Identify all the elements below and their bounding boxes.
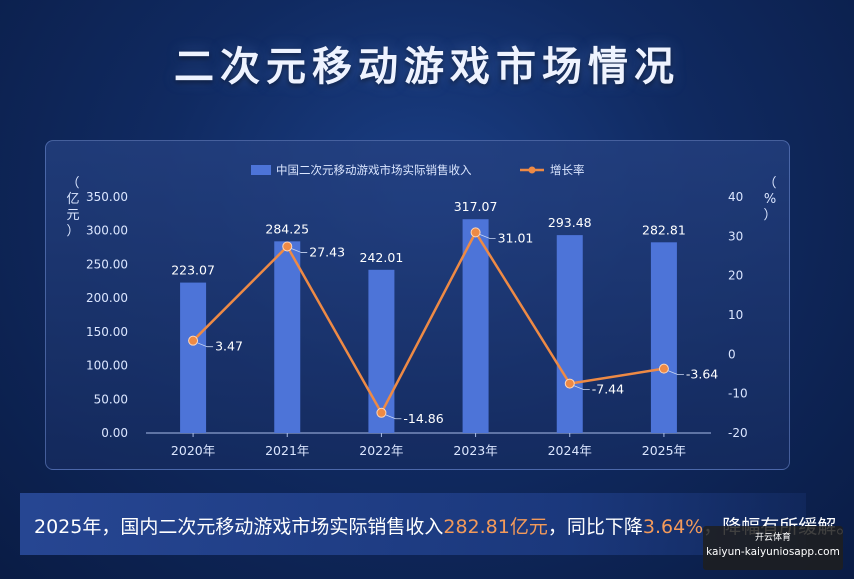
growth-value-label: 31.01	[498, 230, 534, 245]
x-axis-tick-label: 2024年	[548, 443, 592, 458]
caption-bar	[20, 493, 806, 555]
x-axis-tick-label: 2021年	[265, 443, 309, 458]
caption-text: 2025年，国内二次元移动游戏市场实际销售收入282.81亿元，同比下降3.64…	[34, 512, 854, 539]
chart-panel: 中国二次元移动游戏市场实际销售收入 增长率 0.00 50.00 100.00 150.0…	[45, 140, 790, 470]
left-axis-tick: 300.00	[86, 224, 128, 238]
bar	[368, 269, 395, 433]
growth-value-label: 27.43	[309, 244, 345, 259]
growth-label-leader	[196, 342, 214, 348]
growth-label-leader	[385, 414, 402, 420]
left-axis-tick: 250.00	[86, 257, 128, 271]
left-axis-tick: 200.00	[86, 291, 128, 305]
watermark-top: 开云体育	[754, 533, 791, 543]
bar-value-label: 242.01	[360, 250, 404, 265]
growth-value-label: -3.64	[686, 367, 718, 382]
bar	[650, 242, 677, 433]
bar	[180, 282, 207, 433]
legend-line-label: 增长率	[550, 163, 585, 177]
bar	[274, 241, 301, 433]
growth-label-leader	[291, 248, 308, 253]
caption-value: 282.81亿元	[443, 516, 548, 538]
bar-value-label: 317.07	[454, 199, 498, 214]
right-axis-tick: 20	[728, 269, 743, 283]
growth-label-leader	[667, 370, 684, 376]
bar	[462, 219, 489, 433]
growth-label-leader	[479, 233, 496, 239]
left-axis-tick: 0.00	[101, 426, 128, 440]
caption-part1: 2025年，国内二次元移动游戏市场实际销售收入	[34, 516, 444, 538]
right-axis-tick: 0	[728, 347, 736, 361]
x-axis-tick-label: 2022年	[359, 443, 403, 458]
bar	[556, 235, 583, 433]
x-axis-tick-label: 2025年	[642, 443, 686, 458]
right-axis-label-char: %	[764, 192, 776, 207]
growth-value-label: -14.86	[403, 411, 443, 426]
x-axis-tick-label: 2020年	[171, 443, 215, 458]
bar-value-label: 223.07	[171, 263, 215, 278]
right-axis-tick: 40	[728, 190, 743, 204]
growth-line	[192, 231, 665, 415]
caption-part2: ，同比下降	[547, 516, 643, 538]
left-axis-tick: 50.00	[94, 392, 128, 406]
bar-value-label: 293.48	[548, 215, 592, 230]
growth-value-label: -7.44	[592, 382, 624, 397]
bar-value-label: 282.81	[642, 222, 686, 237]
right-axis-tick: 10	[728, 308, 743, 322]
left-axis-label-char: 元	[66, 208, 79, 223]
right-axis-tick: -20	[728, 426, 748, 440]
caption-pct: 3.64%	[642, 516, 704, 538]
growth-point	[658, 363, 669, 374]
growth-point	[282, 241, 293, 252]
left-axis-tick: 100.00	[86, 359, 128, 373]
right-axis-label-char: ）	[763, 208, 776, 223]
combo-chart: 中国二次元移动游戏市场实际销售收入 增长率 0.00 50.00 100.00 150.0…	[66, 163, 776, 458]
left-axis-tick: 350.00	[86, 190, 128, 204]
left-axis-label-char: 亿	[66, 192, 79, 207]
right-axis-tick: 30	[728, 229, 743, 243]
right-axis-tick: -10	[728, 387, 748, 401]
left-axis-label-char: ）	[66, 224, 79, 239]
legend-line-marker	[528, 166, 536, 174]
right-axis-label-char: （	[763, 176, 776, 191]
growth-label-leader	[573, 385, 590, 390]
legend-bar-swatch	[251, 165, 271, 175]
bar-value-label: 284.25	[265, 221, 309, 236]
growth-point	[470, 227, 481, 238]
watermark-url: kaiyun-kaiyuniosapp.com	[706, 546, 840, 558]
legend-bar-label: 中国二次元移动游戏市场实际销售收入	[276, 163, 472, 177]
x-axis-tick-label: 2023年	[453, 443, 497, 458]
page-title: 二次元移动游戏市场情况	[174, 44, 680, 90]
watermark: 开云体育 kaiyun-kaiyuniosapp.com	[703, 526, 843, 570]
growth-point	[564, 378, 575, 389]
left-axis-tick: 150.00	[86, 325, 128, 339]
left-axis-label-char: （	[66, 176, 79, 191]
growth-value-label: 3.47	[215, 339, 243, 354]
growth-point	[188, 335, 199, 346]
growth-point	[376, 407, 387, 418]
